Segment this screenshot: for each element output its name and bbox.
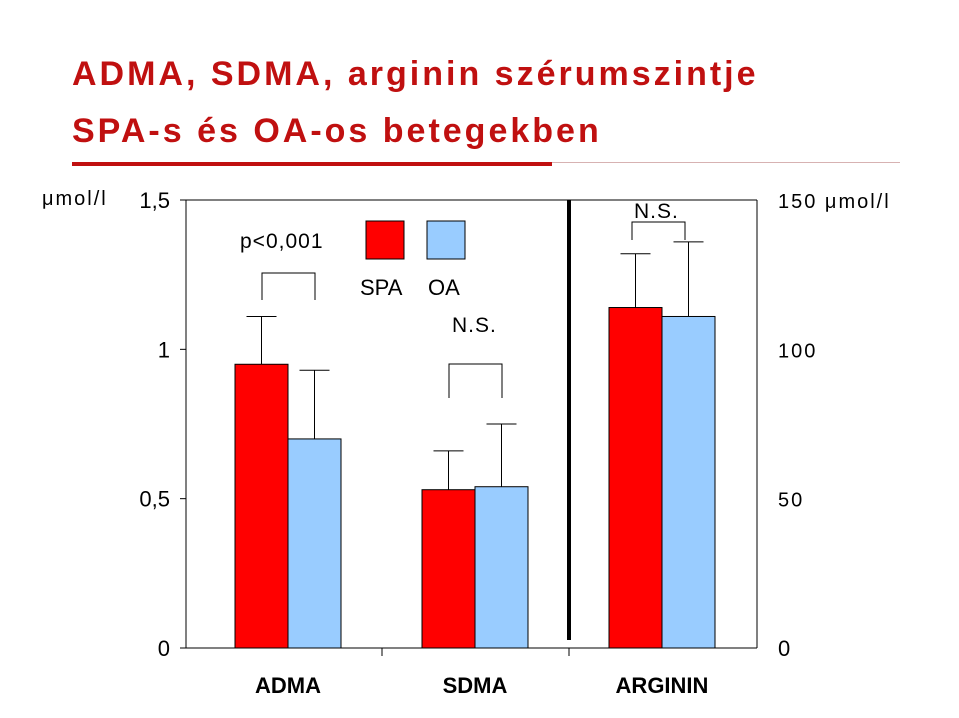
annotation-sdma: N.S. <box>452 314 497 337</box>
bar-arginin-spa <box>608 307 663 649</box>
bar-sdma-oa <box>474 486 529 649</box>
category-label-arginin: ARGININ <box>616 673 709 698</box>
right-tick-label: 50 <box>778 490 804 512</box>
category-label-sdma: SDMA <box>443 673 508 698</box>
legend-swatch-oa <box>426 220 466 260</box>
title-divider-accent <box>72 162 552 166</box>
legend-swatch-spa <box>365 220 405 260</box>
right-tick-label: 150 μmol/l <box>778 191 891 213</box>
bar-sdma-spa <box>421 489 476 649</box>
right-tick-label: 100 <box>778 340 817 362</box>
bracket-arginin <box>631 221 686 240</box>
left-axis-unit: μmol/l <box>42 188 108 210</box>
left-tick-label: 1,5 <box>139 188 170 213</box>
category-label-adma: ADMA <box>255 673 321 698</box>
left-tick-label: 1 <box>158 337 170 362</box>
right-tick-label: 0 <box>778 636 790 661</box>
annotation-adma: p<0,001 <box>240 230 324 253</box>
bar-adma-oa <box>287 438 342 649</box>
title-line-1: ADMA, SDMA, arginin szérumszintje <box>72 55 759 93</box>
left-tick-label: 0,5 <box>139 487 170 512</box>
bar-arginin-oa <box>661 315 716 649</box>
bracket-sdma <box>448 363 503 398</box>
legend-label-oa: OA <box>428 275 460 300</box>
annotation-arginin: N.S. <box>634 200 679 223</box>
left-tick-label: 0 <box>158 636 170 661</box>
bracket-adma <box>261 272 316 300</box>
legend-label-spa: SPA <box>360 275 403 300</box>
bar-adma-spa <box>234 363 289 649</box>
title-line-2: SPA-s és OA-os betegekben <box>72 112 602 150</box>
